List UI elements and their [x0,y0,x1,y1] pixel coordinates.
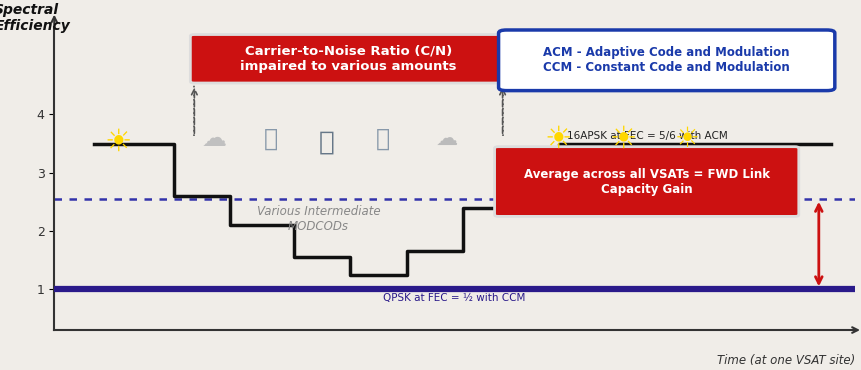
Text: ☀: ☀ [544,125,572,154]
Text: ☀: ☀ [104,128,132,157]
Text: 🌧: 🌧 [263,127,277,151]
Text: Various Intermediate
MODCODs: Various Intermediate MODCODs [257,205,380,233]
Text: Average across all VSATs = FWD Link
Capacity Gain: Average across all VSATs = FWD Link Capa… [523,168,769,195]
Text: ☀: ☀ [608,125,635,154]
Text: ☁: ☁ [435,129,457,149]
Text: ACM - Adaptive Code and Modulation
CCM - Constant Code and Modulation: ACM - Adaptive Code and Modulation CCM -… [542,46,790,74]
Text: Time (at one VSAT site): Time (at one VSAT site) [715,354,854,367]
FancyBboxPatch shape [190,34,506,83]
Text: Carrier-to-Noise Ratio (C/N)
impaired to various amounts: Carrier-to-Noise Ratio (C/N) impaired to… [240,45,456,73]
Text: ⛈: ⛈ [319,129,334,155]
Text: 16APSK at FEC = 5/6 with ACM: 16APSK at FEC = 5/6 with ACM [566,131,727,141]
Text: 🌧: 🌧 [375,127,389,151]
Text: ☀: ☀ [673,125,698,153]
Text: Spectral
Efficiency: Spectral Efficiency [0,3,70,33]
FancyBboxPatch shape [494,147,798,216]
Text: ☁: ☁ [201,127,226,151]
Text: QPSK at FEC = ½ with CCM: QPSK at FEC = ½ with CCM [383,293,525,303]
FancyBboxPatch shape [498,30,833,91]
